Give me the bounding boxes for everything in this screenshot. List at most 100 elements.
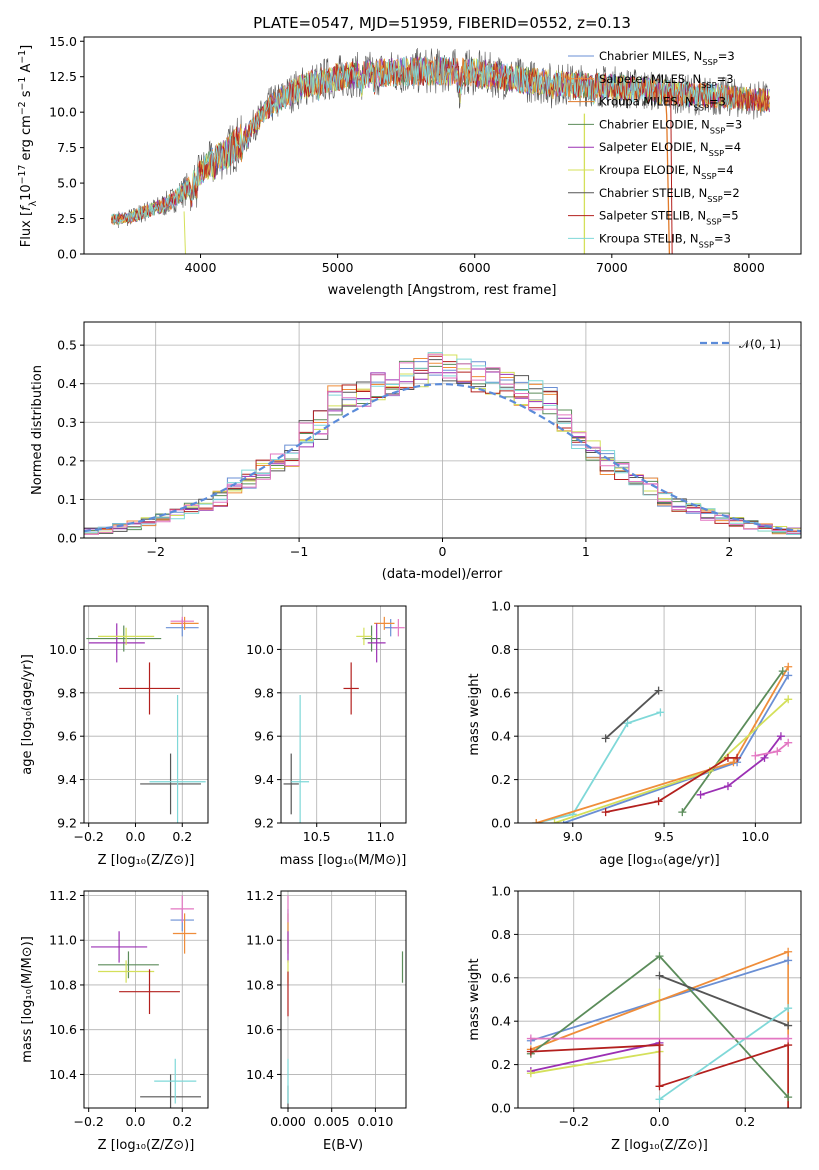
weight-marker [655,971,664,980]
y-tick-label: 12.5 [49,69,77,84]
weight-marker [784,662,793,671]
axes-frame [83,36,802,255]
y-tick-label: 9.8 [57,685,77,700]
y-tick-label: 0.2 [491,772,511,787]
y-tick-label: 0.8 [491,642,511,657]
y-axis-label: mass weight [467,673,482,755]
x-tick-label: 0.005 [314,1114,350,1129]
weight-marker [654,797,663,806]
panel-0 [80,36,802,258]
weight-marker [733,753,742,762]
weight-marker [784,738,793,747]
plot-area-3 [283,616,405,823]
y-tick-label: 10.8 [246,977,274,992]
weight-marker [655,952,664,961]
spectrum-drop-blue [183,211,186,254]
x-tick-label: 0 [439,544,447,559]
weight-marker [623,719,632,728]
gaussian-curve [84,382,801,533]
y-tick-label: 9.8 [254,685,274,700]
x-tick-label: 2 [725,544,733,559]
weight-marker [773,747,782,756]
x-tick-label: 11.0 [367,829,395,844]
y-tick-label: 15.0 [49,34,77,49]
weight-marker [776,732,785,741]
weight-line-5 [530,1050,660,1075]
y-tick-label: 0.0 [57,247,77,262]
legend-entry: Salpeter ELODIE, NSSP=4 [599,140,741,158]
legend-entry: 𝒩(0, 1) [739,337,781,351]
x-tick-label: 0.0 [126,829,146,844]
y-tick-label: 5.0 [57,176,77,191]
axes-frame [517,605,802,824]
weight-marker [784,671,793,680]
weight-marker [678,808,687,817]
legend-entry: Chabrier ELODIE, NSSP=3 [599,117,742,135]
axes-frame [83,605,209,824]
weight-line-6 [659,974,789,1027]
spectrum-series-8 [111,56,736,225]
weight-line-3 [681,670,784,813]
plot-area-2 [86,616,206,823]
weight-line-6 [604,689,660,740]
y-tick-label: 11.2 [246,888,274,903]
y-tick-label: 10.6 [246,1022,274,1037]
x-tick-label: 9.5 [654,829,674,844]
x-tick-label: −1 [290,544,308,559]
weight-marker [784,1093,793,1102]
x-tick-label: 9.0 [563,829,583,844]
panel-1 [80,321,802,542]
weight-line-5 [554,698,789,823]
y-tick-label: 1.0 [491,599,511,614]
plot-area-7 [526,947,793,1108]
panel-2 [80,605,209,827]
spectrum-drop-kroupa-miles [664,93,671,254]
x-tick-label: 6000 [459,260,491,275]
weight-marker [778,667,787,676]
axes-frame [280,605,407,824]
y-tick-label: 10.0 [246,642,274,657]
weight-marker [784,1004,793,1013]
y-tick-label: 10.6 [49,1022,77,1037]
weight-marker [526,1047,535,1056]
panel-7 [514,890,802,1112]
panel-3 [277,605,407,827]
plot-area-5 [91,895,201,1108]
legend-entry: Chabrier MILES, NSSP=3 [599,49,735,67]
weight-marker [784,695,793,704]
y-tick-label: 11.2 [49,888,77,903]
axes-frame [83,890,209,1109]
y-tick-label: 0.1 [57,492,77,507]
weight-line-7 [530,1044,789,1088]
legend-entry: Kroupa MILES, NSSP=3 [599,95,726,113]
weight-marker [784,947,793,956]
weight-marker [723,782,732,791]
weight-marker [723,753,732,762]
x-tick-label: −0.2 [73,1114,103,1129]
y-tick-label: 9.2 [254,816,274,831]
weight-marker [784,1034,793,1043]
x-tick-label: 10.5 [303,829,331,844]
x-tick-label: 7000 [596,260,628,275]
histogram-series-9 [84,353,801,535]
panel-6 [277,890,407,1112]
x-tick-label: 0.0 [650,1114,670,1129]
x-tick-label: 0.010 [358,1114,394,1129]
weight-marker [526,1069,535,1078]
axes-frame [280,890,407,1109]
weight-marker [760,753,769,762]
x-axis-label: age [log₁₀(age/yr)] [599,853,720,868]
weight-line-8 [536,711,661,823]
chart-title: PLATE=0547, MJD=51959, FIBERID=0552, z=0… [253,14,631,32]
y-axis-label: Normed distribution [30,365,45,495]
x-axis-label: Z [log₁₀(Z/Z⊙)] [98,1138,195,1153]
y-tick-label: 10.8 [49,977,77,992]
panel-5 [80,890,209,1112]
y-axis-label: mass weight [467,958,482,1040]
weight-marker [601,808,610,817]
x-axis-label: wavelength [Angstrom, rest frame] [328,283,557,298]
y-tick-label: 0.4 [491,1014,511,1029]
plot-area-1 [84,352,801,536]
y-tick-label: 10.0 [49,105,77,120]
